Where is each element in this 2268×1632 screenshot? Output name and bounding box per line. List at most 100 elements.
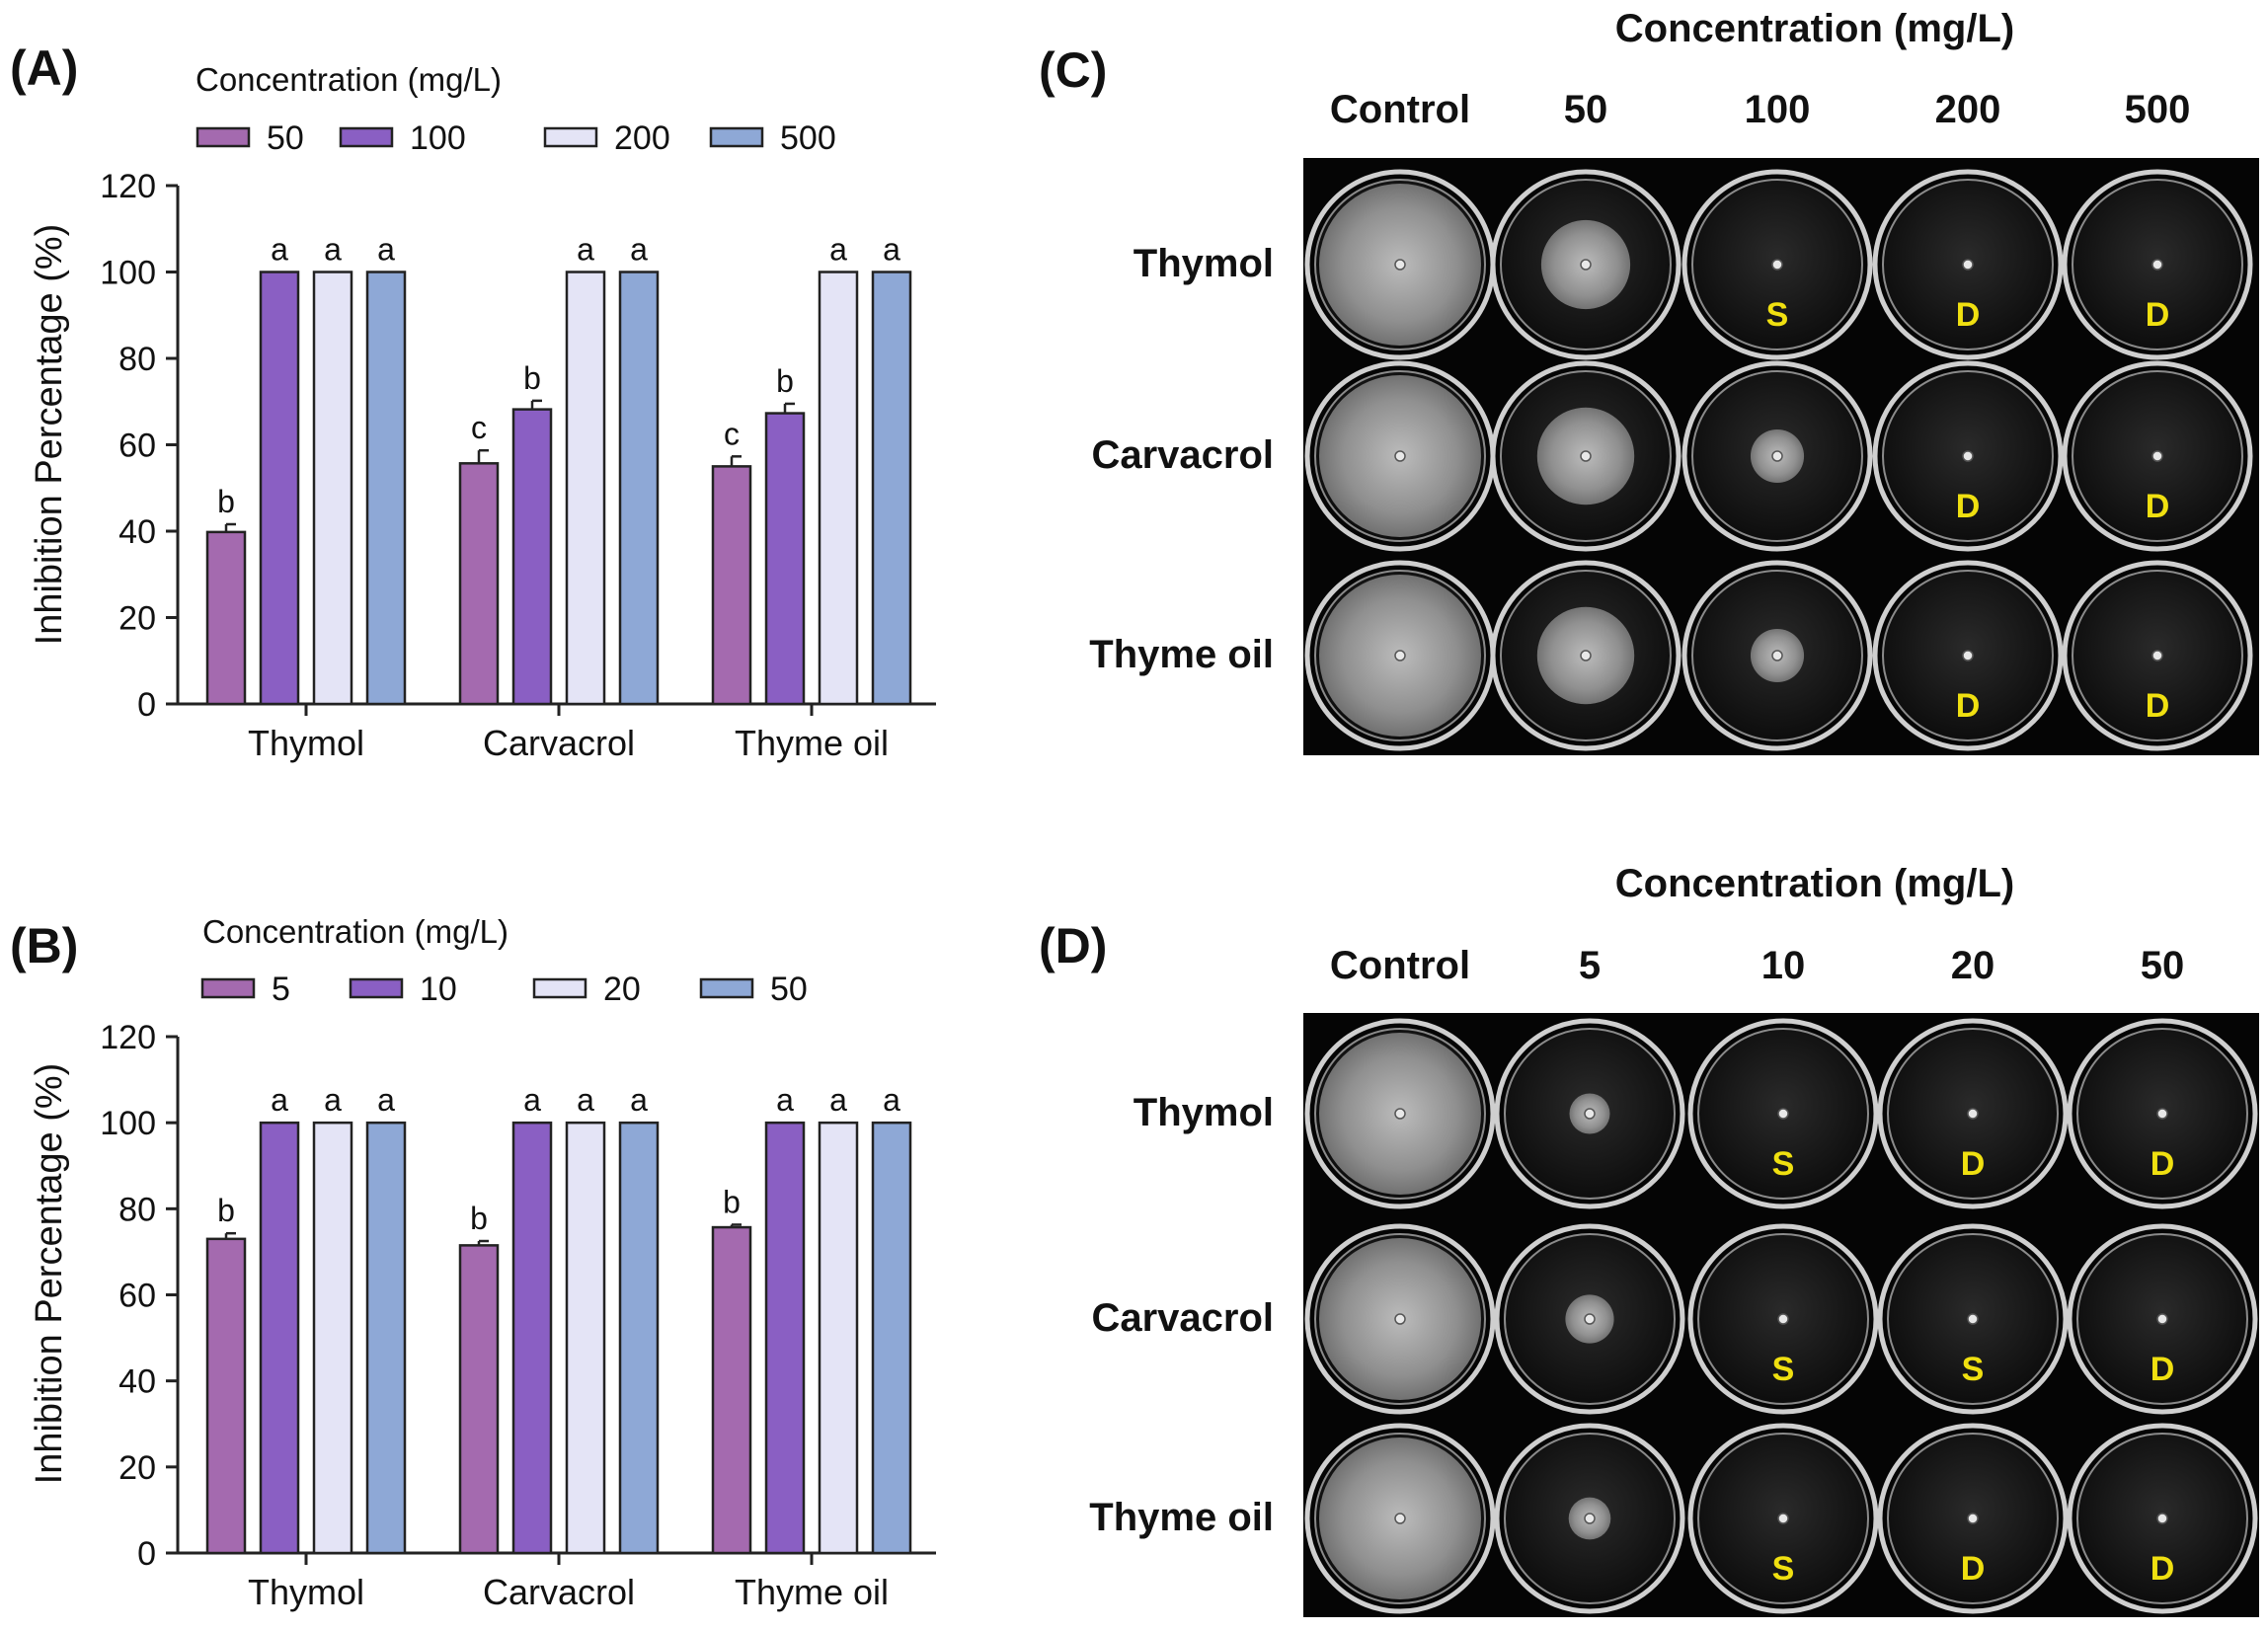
inoculum-plug — [1962, 650, 1974, 661]
inoculum-plug — [1580, 450, 1592, 462]
legend-swatch — [339, 126, 394, 148]
row-label: Carvacrol — [1091, 1296, 1274, 1340]
inoculum-plug — [1962, 259, 1974, 271]
inoculum-plug — [1584, 1313, 1596, 1325]
bar — [458, 462, 500, 706]
inoculum-plug — [1394, 1313, 1406, 1325]
bar — [511, 408, 553, 706]
bar — [764, 1121, 806, 1555]
inoculum-plug — [1584, 1513, 1596, 1524]
y-tick-label: 40 — [118, 513, 156, 551]
y-axis-label-b: Inhibition Percentage (%) — [29, 1063, 70, 1485]
column-header: 200 — [1935, 88, 2001, 131]
y-tick-label: 100 — [100, 1105, 156, 1142]
y-tick-label: 20 — [118, 1449, 156, 1487]
effect-mark: D — [2151, 1145, 2175, 1183]
category-label: Thyme oil — [735, 723, 889, 763]
bar — [205, 530, 247, 706]
row-label: Thyme oil — [1089, 1496, 1274, 1539]
petri-dish-rim — [2067, 1223, 2258, 1415]
petri-dish-rim — [1687, 1423, 1879, 1614]
y-tick-label: 120 — [100, 1019, 156, 1056]
petri-dish-rim — [1494, 1423, 1685, 1614]
bar — [871, 1121, 912, 1555]
bar — [618, 1121, 660, 1555]
y-tick-label: 120 — [100, 168, 156, 205]
inoculum-plug — [2156, 1513, 2168, 1524]
bar — [365, 1121, 407, 1555]
petri-dish-rim — [1877, 1018, 2069, 1209]
significance-letter: b — [723, 1184, 741, 1219]
inoculum-plug — [1771, 259, 1783, 271]
legend-swatch — [196, 126, 251, 148]
panel-label-d: (D) — [1039, 918, 1107, 973]
y-tick-label: 0 — [137, 686, 156, 724]
significance-letter: a — [324, 232, 342, 268]
legend-swatch — [349, 977, 404, 999]
photo-panel-c: (C) Concentration (mg/L) Control 50 100 200… — [1039, 7, 2259, 755]
y-tick-label: 60 — [118, 427, 156, 465]
significance-letter: a — [883, 232, 900, 268]
inoculum-plug — [2151, 450, 2163, 462]
petri-dish-rim — [1490, 169, 1681, 360]
bar — [818, 1121, 859, 1555]
petri-dish-rim — [1872, 169, 2064, 360]
significance-letter: a — [377, 232, 395, 268]
petri-dish-rim — [1494, 1018, 1685, 1209]
effect-mark: D — [1961, 1145, 1986, 1183]
legend-swatch — [532, 977, 587, 999]
effect-mark: D — [2151, 1550, 2175, 1588]
legend-title-a: Concentration (mg/L) — [196, 61, 502, 98]
petri-dish-rim — [1877, 1423, 2069, 1614]
column-header: 50 — [1564, 88, 1608, 131]
bar — [312, 271, 353, 706]
inoculum-plug — [1777, 1313, 1789, 1325]
inoculum-plug — [1580, 650, 1592, 661]
legend-swatch — [543, 126, 598, 148]
inoculum-plug — [2151, 650, 2163, 661]
y-tick-label: 40 — [118, 1363, 156, 1401]
chart-a: (A) Concentration (mg/L) 50 100 200 500 0 20… — [10, 40, 936, 763]
inoculum-plug — [1394, 450, 1406, 462]
inoculum-plug — [1394, 650, 1406, 661]
petri-dish-rim — [1490, 360, 1681, 552]
effect-mark: D — [2146, 687, 2170, 725]
column-header: 20 — [1951, 944, 1995, 987]
significance-letter: a — [630, 1082, 648, 1118]
significance-letter: a — [829, 1082, 847, 1118]
significance-letter: a — [829, 232, 847, 268]
effect-mark: S — [1772, 1550, 1795, 1588]
panel-label-c: (C) — [1039, 42, 1107, 98]
petri-dish-rim — [2067, 1423, 2258, 1614]
petri-dish-rim — [1872, 360, 2064, 552]
panel-label-a: (A) — [10, 40, 78, 96]
bar — [259, 1121, 300, 1555]
bar — [871, 271, 912, 706]
column-header: 5 — [1579, 944, 1601, 987]
significance-letter: c — [724, 416, 740, 451]
bar — [764, 412, 806, 706]
y-tick-label: 60 — [118, 1278, 156, 1315]
photo-panel-d: (D) Concentration (mg/L) Control 5 10 20 50 T… — [1039, 862, 2259, 1617]
inoculum-plug — [2156, 1108, 2168, 1120]
category-label: Thymol — [248, 1572, 364, 1612]
inoculum-plug — [1394, 1108, 1406, 1120]
bar — [365, 271, 407, 706]
row-label: Thymol — [1134, 1091, 1274, 1134]
significance-letter: b — [470, 1201, 488, 1236]
significance-letter: a — [577, 1082, 594, 1118]
inoculum-plug — [1584, 1108, 1596, 1120]
legend-label: 50 — [267, 119, 304, 157]
significance-letter: a — [883, 1082, 900, 1118]
photo-title-d: Concentration (mg/L) — [1615, 862, 2014, 905]
petri-dish-rim — [1304, 1018, 1496, 1209]
y-tick-label: 80 — [118, 1191, 156, 1228]
legend-swatch — [709, 126, 764, 148]
petri-dish-rim — [1304, 1223, 1496, 1415]
significance-letter: a — [630, 232, 648, 268]
legend-label: 200 — [614, 119, 670, 157]
inoculum-plug — [1771, 450, 1783, 462]
bar — [711, 1225, 752, 1555]
significance-letter: a — [377, 1082, 395, 1118]
